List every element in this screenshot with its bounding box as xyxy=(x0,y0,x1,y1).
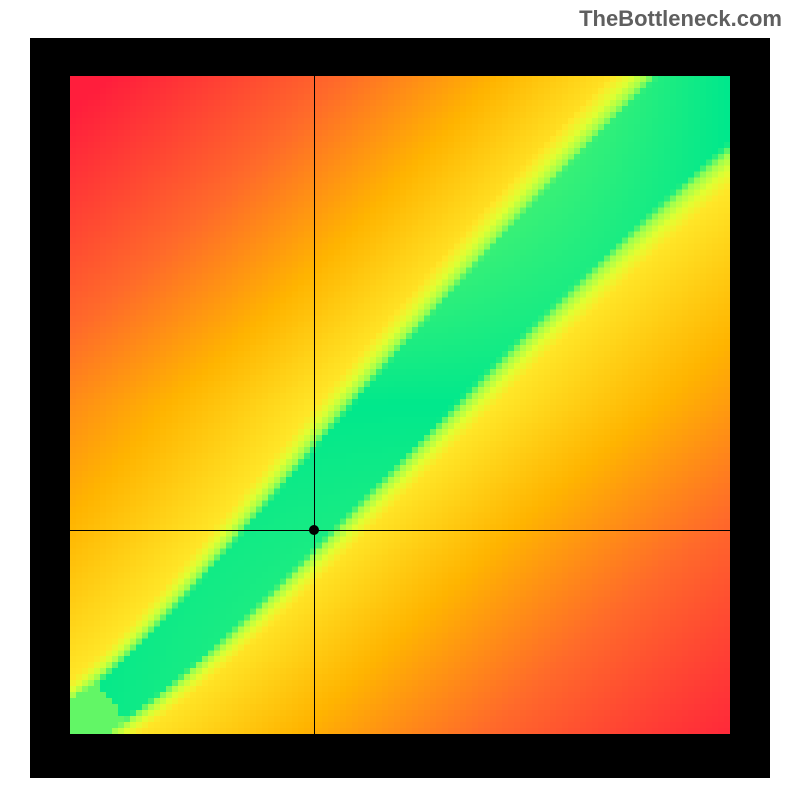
heatmap-canvas xyxy=(70,76,730,734)
marker-dot xyxy=(309,525,319,535)
plot-frame xyxy=(30,38,770,778)
root-container: TheBottleneck.com xyxy=(0,0,800,800)
crosshair-vertical xyxy=(314,76,315,734)
plot-area xyxy=(70,76,730,734)
crosshair-horizontal xyxy=(70,530,730,531)
watermark-text: TheBottleneck.com xyxy=(579,6,782,32)
